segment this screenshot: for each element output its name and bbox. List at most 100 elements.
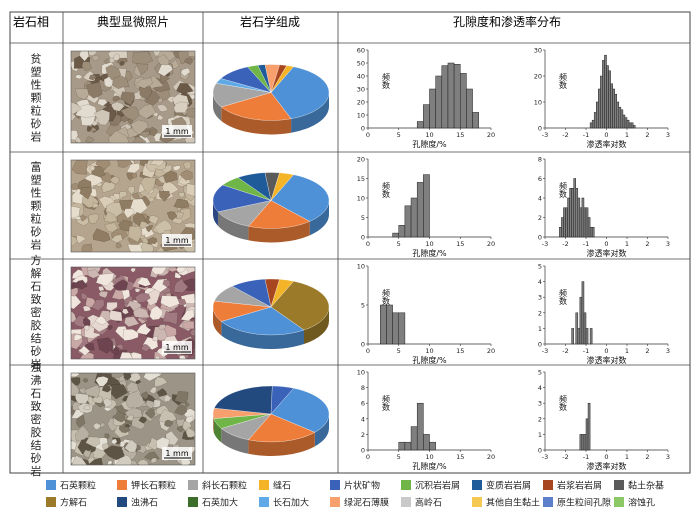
mineral-grain [112,411,126,423]
pie-slice-缝石 [270,279,294,308]
y-axis-label: 频数 [382,288,391,306]
facies-name-char: 密 [31,412,42,426]
header-facies: 岩石相 [13,14,49,29]
legend-label: 长石加大 [273,497,309,509]
histogram-bar [398,312,406,345]
legend-item: 绿泥石薄膜 [330,497,389,509]
x-tick-label: 10 [425,131,433,139]
y-tick-label: 30 [357,86,365,94]
y-tick-label: 0 [361,447,365,455]
mineral-grain [119,351,134,359]
histogram-bar [579,434,583,451]
histogram-bar [561,217,564,238]
mineral-grain [179,355,186,359]
mineral-grain [107,325,113,331]
mineral-grain [162,310,178,325]
mineral-grain [130,119,149,135]
pie-slice-石英颗粒 [270,388,330,433]
histogram-bar [392,312,400,345]
legend-label: 原生粒间孔隙 [557,497,611,509]
facies-name-char: 致 [31,292,42,306]
histogram-bar [575,312,579,345]
histogram-bar [616,101,620,129]
y-tick-label: 6 [538,175,542,183]
x-tick-label: 15 [456,131,464,139]
mineral-grain [184,57,193,65]
x-tick-label: 2 [645,240,649,248]
y-axis-label: 频数 [382,181,391,199]
y-tick-label: 10 [357,112,365,120]
mineral-grain [109,309,123,322]
pie-slice-片状矿物 [212,184,272,213]
mineral-grain [178,192,185,198]
histogram-bar [589,227,593,238]
y-tick-label: 0 [361,234,365,242]
histogram-bar [563,207,566,238]
histogram-bar [423,104,430,129]
y-tick-label: 0 [538,447,542,455]
pie-slice-缝石 [270,172,294,201]
x-tick-label: -3 [542,240,548,248]
legend-swatch [401,497,411,507]
mineral-grain [103,445,125,461]
histogram-bar [581,281,585,345]
y-tick-label: 50 [357,60,365,68]
mineral-grain [125,390,146,408]
histogram-bar [416,402,424,451]
mineral-grain [143,373,162,382]
x-tick-label: 15 [456,347,464,355]
mineral-grain [154,168,167,178]
mineral-grain [76,234,86,244]
mineral-grain [134,288,140,293]
facies-name-char: 粒 [31,104,42,118]
histogram-bar [585,418,589,451]
mineral-grain [79,51,90,62]
permeability-histogram: 0 1 2 3 4 5 -3 -2 -1 0 1 2 3 渗透率对数 频数 [538,263,670,366]
pie-slice-石英颗粒 [221,306,305,336]
mineral-grain [75,425,90,442]
mineral-grain [176,82,194,94]
mineral-grain [185,427,195,438]
y-axis-label: 频数 [382,394,391,412]
x-tick-label: 10 [425,347,433,355]
mineral-grain [131,136,147,143]
mineral-grain [71,286,79,297]
mineral-grain [124,439,138,453]
legend-label: 石英颗粒 [60,480,96,492]
composition-pie [212,278,330,349]
mineral-grain [91,298,105,312]
mineral-grain [110,438,118,445]
mineral-grain [126,163,141,174]
x-tick-label: -2 [562,347,568,355]
mineral-grain [99,422,106,428]
mineral-grain [130,267,136,273]
mineral-grain [85,136,95,143]
histogram-bar [423,434,430,451]
legend-item: 变质岩岩屑 [472,480,531,492]
scale-bar-label: 1 mm [165,236,188,245]
pie-side-方解石 [304,307,329,345]
histogram-bar [453,64,461,129]
legend-item: 岩浆岩岩屑 [543,480,602,492]
legend-swatch [259,480,269,490]
mineral-grain [167,267,179,273]
legend-item: 方解石 [46,497,87,509]
mineral-grain [79,387,87,395]
pie-slice-方解石 [270,281,330,331]
legend-item: 原生粒间孔隙 [543,497,611,509]
composition-pie [212,172,330,243]
legend-label: 变质岩岩屑 [486,480,531,492]
micrograph-frame [70,159,196,253]
mineral-grain [83,405,91,410]
histogram-bar [620,109,624,129]
mineral-grain [83,325,90,332]
histogram-bar [632,125,636,129]
mineral-grain [125,414,134,422]
scale-bar-label: 1 mm [165,343,188,352]
histogram-bar [573,178,577,238]
x-axis-label: 渗透率对数 [587,461,627,471]
mineral-grain [80,292,88,300]
